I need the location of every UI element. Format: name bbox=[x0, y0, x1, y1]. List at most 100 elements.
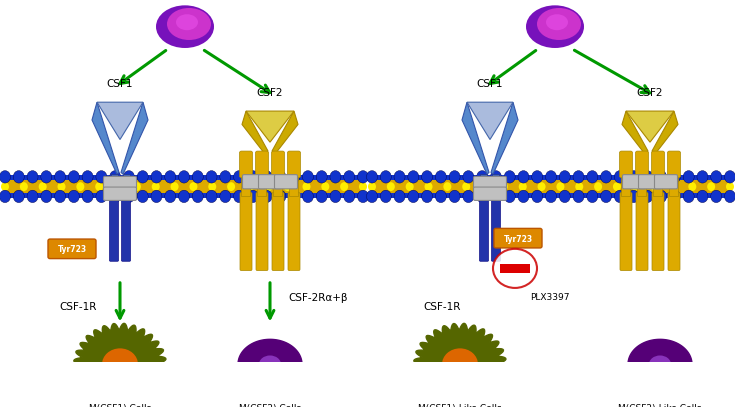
Ellipse shape bbox=[344, 190, 355, 203]
Polygon shape bbox=[238, 339, 302, 389]
FancyBboxPatch shape bbox=[271, 151, 284, 178]
FancyBboxPatch shape bbox=[104, 187, 137, 200]
Ellipse shape bbox=[179, 171, 190, 183]
FancyBboxPatch shape bbox=[651, 151, 664, 178]
Bar bbox=[637, 174, 647, 195]
Bar bbox=[622, 174, 631, 195]
Ellipse shape bbox=[193, 171, 204, 183]
Ellipse shape bbox=[275, 171, 286, 183]
Ellipse shape bbox=[408, 171, 419, 183]
Ellipse shape bbox=[330, 190, 341, 203]
Polygon shape bbox=[462, 102, 489, 174]
Ellipse shape bbox=[642, 190, 653, 203]
FancyBboxPatch shape bbox=[494, 228, 542, 248]
Ellipse shape bbox=[156, 5, 214, 48]
Ellipse shape bbox=[408, 190, 419, 203]
Bar bbox=[5, 180, 363, 193]
Text: M(CSF2) Cells: M(CSF2) Cells bbox=[239, 404, 301, 407]
Ellipse shape bbox=[39, 182, 47, 191]
Ellipse shape bbox=[587, 190, 598, 203]
Circle shape bbox=[102, 348, 138, 381]
Ellipse shape bbox=[357, 171, 368, 183]
FancyBboxPatch shape bbox=[104, 176, 137, 190]
Ellipse shape bbox=[151, 190, 162, 203]
Ellipse shape bbox=[559, 171, 570, 183]
Ellipse shape bbox=[165, 171, 176, 183]
Ellipse shape bbox=[368, 182, 376, 191]
Ellipse shape bbox=[545, 190, 556, 203]
Ellipse shape bbox=[110, 171, 121, 183]
Ellipse shape bbox=[96, 182, 103, 191]
Ellipse shape bbox=[650, 182, 659, 191]
FancyBboxPatch shape bbox=[274, 175, 298, 189]
Ellipse shape bbox=[387, 182, 395, 191]
Ellipse shape bbox=[227, 182, 235, 191]
Ellipse shape bbox=[261, 190, 272, 203]
Polygon shape bbox=[242, 111, 268, 153]
Bar bbox=[653, 174, 662, 195]
Ellipse shape bbox=[246, 182, 254, 191]
Ellipse shape bbox=[697, 171, 708, 183]
Bar bbox=[242, 174, 251, 195]
Ellipse shape bbox=[68, 171, 79, 183]
Ellipse shape bbox=[367, 171, 378, 183]
FancyBboxPatch shape bbox=[121, 193, 131, 261]
Ellipse shape bbox=[137, 190, 148, 203]
Polygon shape bbox=[121, 102, 148, 174]
FancyBboxPatch shape bbox=[620, 151, 633, 178]
Polygon shape bbox=[272, 111, 298, 153]
Ellipse shape bbox=[688, 182, 696, 191]
Bar bbox=[123, 174, 129, 195]
Ellipse shape bbox=[711, 171, 722, 183]
Bar bbox=[5, 175, 363, 180]
Ellipse shape bbox=[303, 182, 310, 191]
Circle shape bbox=[493, 249, 537, 288]
Ellipse shape bbox=[179, 190, 190, 203]
Ellipse shape bbox=[670, 190, 681, 203]
Polygon shape bbox=[467, 102, 513, 140]
Ellipse shape bbox=[546, 14, 568, 30]
FancyBboxPatch shape bbox=[668, 193, 680, 271]
Ellipse shape bbox=[13, 190, 24, 203]
Ellipse shape bbox=[27, 171, 38, 183]
Bar bbox=[481, 174, 487, 195]
FancyBboxPatch shape bbox=[473, 176, 506, 190]
Ellipse shape bbox=[289, 190, 300, 203]
Ellipse shape bbox=[559, 190, 570, 203]
Ellipse shape bbox=[171, 182, 179, 191]
FancyBboxPatch shape bbox=[256, 193, 268, 271]
FancyBboxPatch shape bbox=[620, 193, 632, 271]
Bar bbox=[257, 174, 267, 195]
Ellipse shape bbox=[628, 190, 639, 203]
Ellipse shape bbox=[165, 190, 176, 203]
Ellipse shape bbox=[13, 171, 24, 183]
Ellipse shape bbox=[545, 171, 556, 183]
Ellipse shape bbox=[443, 182, 451, 191]
Ellipse shape bbox=[614, 171, 625, 183]
Ellipse shape bbox=[613, 182, 621, 191]
Ellipse shape bbox=[380, 190, 391, 203]
Ellipse shape bbox=[151, 171, 162, 183]
Ellipse shape bbox=[463, 171, 474, 183]
Polygon shape bbox=[246, 111, 294, 142]
Ellipse shape bbox=[531, 171, 542, 183]
FancyBboxPatch shape bbox=[110, 193, 118, 261]
FancyBboxPatch shape bbox=[623, 175, 645, 189]
Ellipse shape bbox=[707, 182, 715, 191]
FancyBboxPatch shape bbox=[654, 175, 678, 189]
Ellipse shape bbox=[27, 190, 38, 203]
Bar bbox=[492, 174, 500, 195]
Polygon shape bbox=[97, 102, 143, 140]
Ellipse shape bbox=[531, 190, 542, 203]
Text: CSF-1R: CSF-1R bbox=[423, 302, 461, 312]
Ellipse shape bbox=[573, 171, 584, 183]
Ellipse shape bbox=[684, 171, 694, 183]
FancyBboxPatch shape bbox=[667, 151, 681, 178]
Polygon shape bbox=[628, 339, 692, 389]
Ellipse shape bbox=[422, 171, 433, 183]
Ellipse shape bbox=[600, 190, 612, 203]
Ellipse shape bbox=[114, 182, 122, 191]
Bar bbox=[110, 174, 118, 195]
Bar bbox=[670, 174, 678, 195]
Ellipse shape bbox=[628, 171, 639, 183]
